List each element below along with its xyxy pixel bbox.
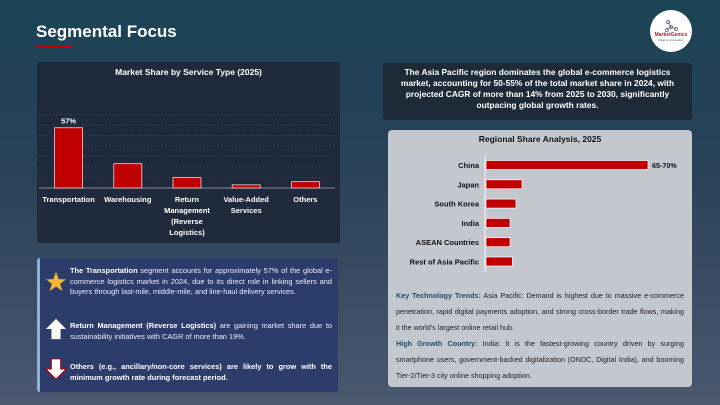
bar-china xyxy=(485,160,649,170)
x-tick-label: Return xyxy=(175,195,200,204)
bar-rest-of-asia-pacific xyxy=(485,256,513,267)
y-tick-label: Japan xyxy=(457,180,479,189)
chart-title: Regional Share Analysis, 2025 xyxy=(478,134,602,144)
bullet-others: Others (e.g., ancillary/non-core service… xyxy=(70,362,332,382)
bar-japan xyxy=(485,179,523,190)
service-type-chart: Market Share by Service Type (2025) 57% T… xyxy=(37,62,340,243)
bar-india xyxy=(485,218,511,228)
regional-chart-svg: China 65-70% Japan South Korea India ASEAN Co… xyxy=(410,156,677,272)
y-tick-label: ASEAN Countries xyxy=(416,238,479,247)
logo: MarketGenics Ideas to Innovation xyxy=(650,10,692,52)
bar-others xyxy=(290,181,320,189)
data-label: 57% xyxy=(61,117,76,126)
x-tick-label: Management xyxy=(164,206,210,215)
y-tick-label: South Korea xyxy=(434,200,479,209)
x-tick-label: Services xyxy=(231,206,262,215)
bullet-transportation: The Transportation segment accounts for … xyxy=(70,266,332,296)
bar-return-management-reverse-logistics- xyxy=(172,177,202,189)
notes: Key Technology Trends: Asia Pacific: Dem… xyxy=(396,288,684,384)
x-tick-label: (Reverse xyxy=(171,217,203,226)
x-tick-label: Warehousing xyxy=(104,195,152,204)
arrow-down-icon xyxy=(45,358,67,380)
regional-share-panel: Regional Share Analysis, 2025 China 65-70… xyxy=(388,130,692,387)
insights-panel: The Transportation segment accounts for … xyxy=(37,258,338,392)
x-tick-label: Value-Added xyxy=(223,195,269,204)
network-icon xyxy=(664,20,678,32)
asia-pacific-summary: The Asia Pacific region dominates the gl… xyxy=(383,63,692,120)
y-tick-label: India xyxy=(461,219,479,228)
data-label: 65-70% xyxy=(652,161,677,170)
logo-brand: MarketGenics xyxy=(654,32,688,38)
bar-asean-countries xyxy=(485,237,511,248)
bar-warehousing xyxy=(113,163,143,189)
x-tick-label: Logistics) xyxy=(169,228,205,237)
page-title: Segmental Focus xyxy=(36,22,177,41)
bullet-return-management: Return Management (Reverse Logistics) ar… xyxy=(70,321,332,341)
chart-title: Market Share by Service Type (2025) xyxy=(115,67,262,77)
star-icon xyxy=(45,271,67,292)
service-type-chart-svg: 57% Transportation Warehousing Return Manage… xyxy=(39,114,335,237)
bar-transportation xyxy=(54,127,84,189)
x-tick-label: Others xyxy=(293,195,317,204)
x-tick-label: Transportation xyxy=(42,195,95,204)
logo-tagline: Ideas to Innovation xyxy=(658,38,684,42)
arrow-up-icon xyxy=(45,318,67,340)
note-high-growth: High Growth Country: India: It is the fa… xyxy=(396,339,684,380)
title-underline xyxy=(36,46,72,48)
y-tick-label: China xyxy=(458,161,480,170)
bar-value-added-services xyxy=(231,184,261,189)
bar-south-korea xyxy=(485,198,517,209)
note-tech-trends: Key Technology Trends: Asia Pacific: Dem… xyxy=(396,291,685,332)
y-tick-label: Rest of Asia Pacific xyxy=(410,258,479,267)
